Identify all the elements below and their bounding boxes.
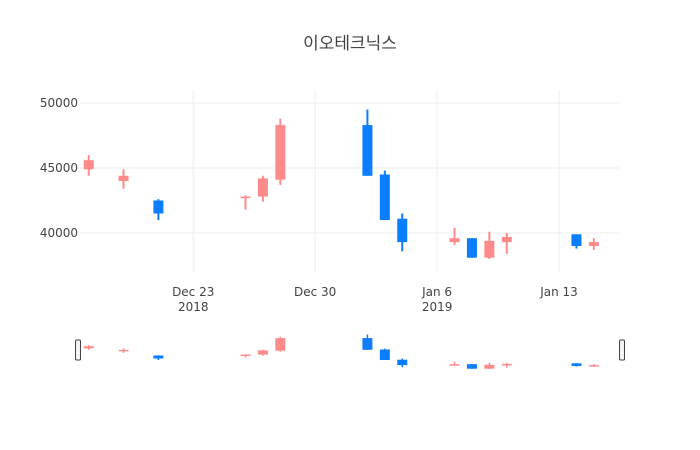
slider-candle-body xyxy=(153,355,164,359)
slider-candle-body xyxy=(362,338,373,350)
candle-decreasing xyxy=(362,109,373,176)
x-tick-label: Dec 23 xyxy=(172,285,214,299)
candle-increasing xyxy=(118,169,129,189)
x-tick-label: Dec 30 xyxy=(294,285,336,299)
slider-candle xyxy=(501,363,512,368)
slider-candle xyxy=(118,348,129,353)
candle-increasing xyxy=(240,195,251,210)
slider-candle xyxy=(466,364,477,369)
candle-increasing xyxy=(275,118,286,185)
candle-body xyxy=(449,238,460,243)
slider-candle xyxy=(449,361,460,366)
grid xyxy=(80,90,620,272)
slider-candle-body xyxy=(397,359,408,366)
slider-candle xyxy=(240,354,251,358)
candle-increasing xyxy=(257,175,268,202)
candle-body xyxy=(571,234,582,246)
chart-title: 이오테크닉스 xyxy=(303,34,397,54)
x-tick-year-label: 2018 xyxy=(178,300,209,314)
slider-candle xyxy=(275,336,286,352)
candle-increasing xyxy=(449,227,460,245)
slider-candle-body xyxy=(449,364,460,366)
candle-body xyxy=(362,125,373,176)
candle-increasing xyxy=(588,238,599,250)
candle-body xyxy=(275,125,286,180)
slider-candle xyxy=(397,358,408,368)
x-tick-label: Jan 6 xyxy=(421,285,452,299)
candle-increasing xyxy=(83,155,94,176)
candle-body xyxy=(484,240,495,258)
slider-candle-body xyxy=(571,363,582,366)
range-slider[interactable] xyxy=(75,334,625,370)
y-tick-label: 45000 xyxy=(40,161,78,175)
candle-decreasing xyxy=(379,170,390,220)
slider-candle xyxy=(379,348,390,360)
candle-body xyxy=(466,238,477,258)
slider-candle-body xyxy=(240,354,251,357)
candle-body xyxy=(501,236,512,243)
slider-candle xyxy=(484,362,495,369)
y-tick-label: 40000 xyxy=(40,226,78,240)
candle-increasing xyxy=(501,233,512,254)
slider-candle-body xyxy=(588,365,599,367)
slider-candle-body xyxy=(118,349,129,352)
slider-candle-body xyxy=(484,364,495,369)
range-slider-preview xyxy=(83,334,599,369)
slider-candle xyxy=(588,364,599,367)
x-tick-label: Jan 13 xyxy=(539,285,578,299)
slider-candle xyxy=(362,334,373,350)
slider-candle-body xyxy=(379,349,390,360)
candle-body xyxy=(240,196,251,199)
candle-body xyxy=(118,175,129,181)
x-tick-year-label: 2019 xyxy=(422,300,453,314)
candle-body xyxy=(397,218,408,243)
slider-candle-body xyxy=(257,350,268,355)
candle-body xyxy=(153,200,164,214)
slider-candle-body xyxy=(501,363,512,366)
slider-candle xyxy=(571,363,582,367)
candle-increasing xyxy=(484,231,495,259)
candle-body xyxy=(379,174,390,220)
slider-candle-body xyxy=(466,364,477,369)
slider-candle-body xyxy=(275,338,286,351)
slider-candle xyxy=(257,349,268,356)
slider-candle xyxy=(83,345,94,350)
candle-body xyxy=(257,178,268,197)
y-tick-label: 50000 xyxy=(40,96,78,110)
range-slider-right-handle[interactable] xyxy=(619,339,625,361)
slider-candle xyxy=(153,355,164,360)
candle-decreasing xyxy=(466,238,477,258)
candle-decreasing xyxy=(571,234,582,249)
slider-candle-body xyxy=(83,346,94,349)
candle-decreasing xyxy=(153,199,164,220)
main-plot xyxy=(83,109,599,259)
candle-decreasing xyxy=(397,213,408,252)
range-slider-left-handle[interactable] xyxy=(75,339,81,361)
candle-body xyxy=(588,242,599,246)
candle-body xyxy=(83,160,94,170)
